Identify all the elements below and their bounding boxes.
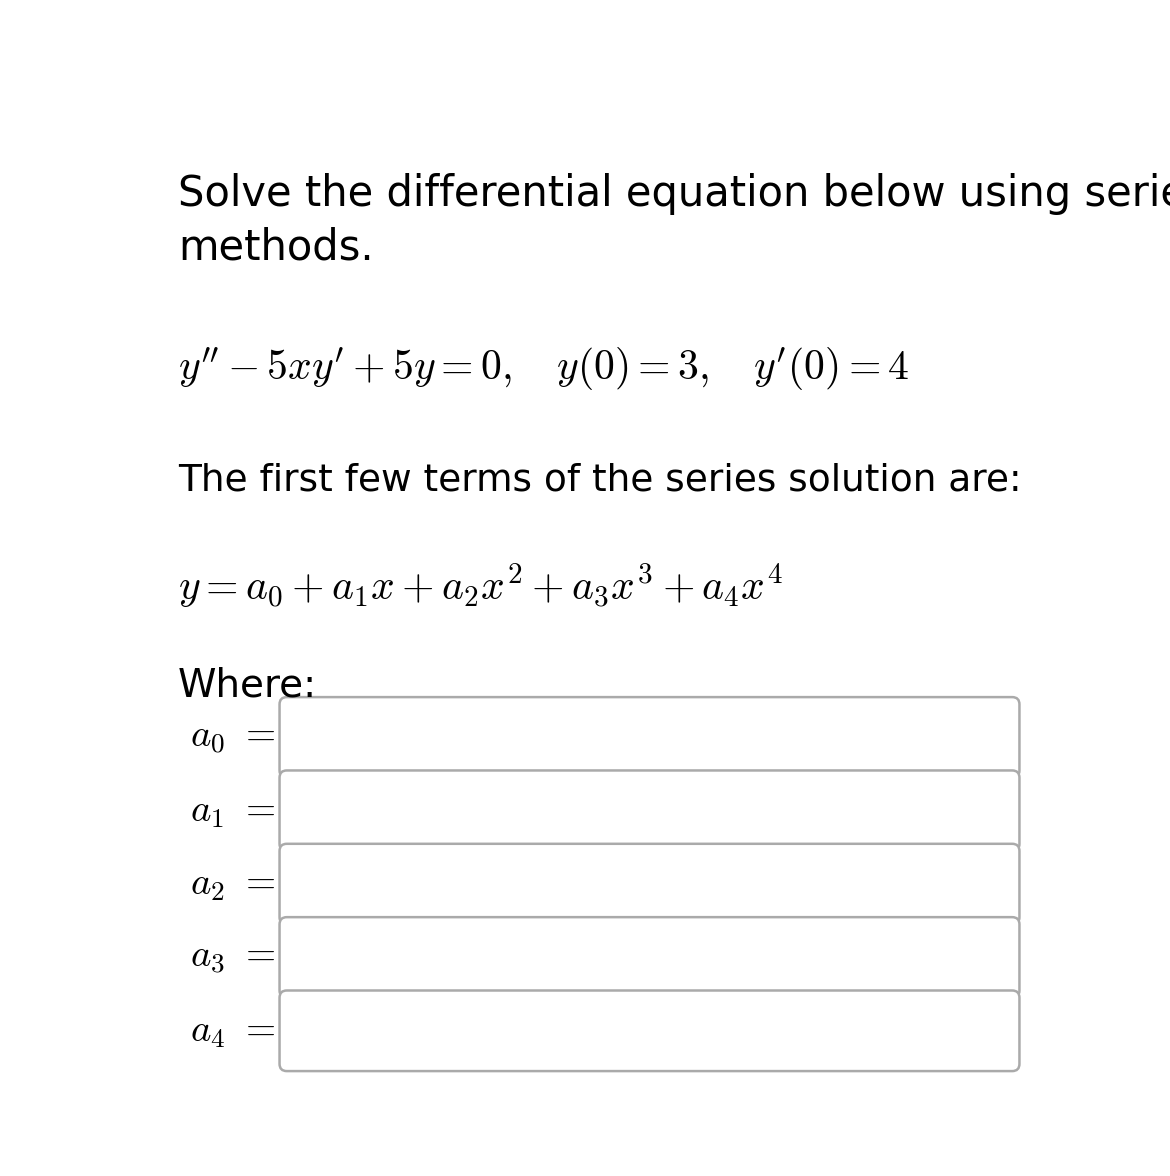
FancyBboxPatch shape — [280, 990, 1019, 1071]
Text: $a_2$ $=$: $a_2$ $=$ — [190, 866, 276, 903]
FancyBboxPatch shape — [280, 770, 1019, 851]
Text: $a_3$ $=$: $a_3$ $=$ — [190, 938, 276, 976]
Text: Solve the differential equation below using series
methods.: Solve the differential equation below us… — [178, 173, 1170, 268]
Text: $a_0$ $=$: $a_0$ $=$ — [190, 719, 276, 756]
FancyBboxPatch shape — [280, 697, 1019, 777]
Text: $a_4$ $=$: $a_4$ $=$ — [190, 1011, 276, 1050]
Text: Where:: Where: — [178, 667, 317, 704]
Text: $y = a_0 + a_1 x + a_2 x^2 + a_3 x^3 + a_4 x^4$: $y = a_0 + a_1 x + a_2 x^2 + a_3 x^3 + a… — [178, 562, 783, 610]
Text: $a_1$ $=$: $a_1$ $=$ — [190, 791, 276, 830]
FancyBboxPatch shape — [280, 844, 1019, 924]
Text: The first few terms of the series solution are:: The first few terms of the series soluti… — [178, 462, 1021, 499]
FancyBboxPatch shape — [280, 917, 1019, 997]
Text: $y^{\prime\prime} - 5xy^{\prime} + 5y = 0, \quad y(0) = 3, \quad y^{\prime}(0) =: $y^{\prime\prime} - 5xy^{\prime} + 5y = … — [178, 345, 909, 393]
